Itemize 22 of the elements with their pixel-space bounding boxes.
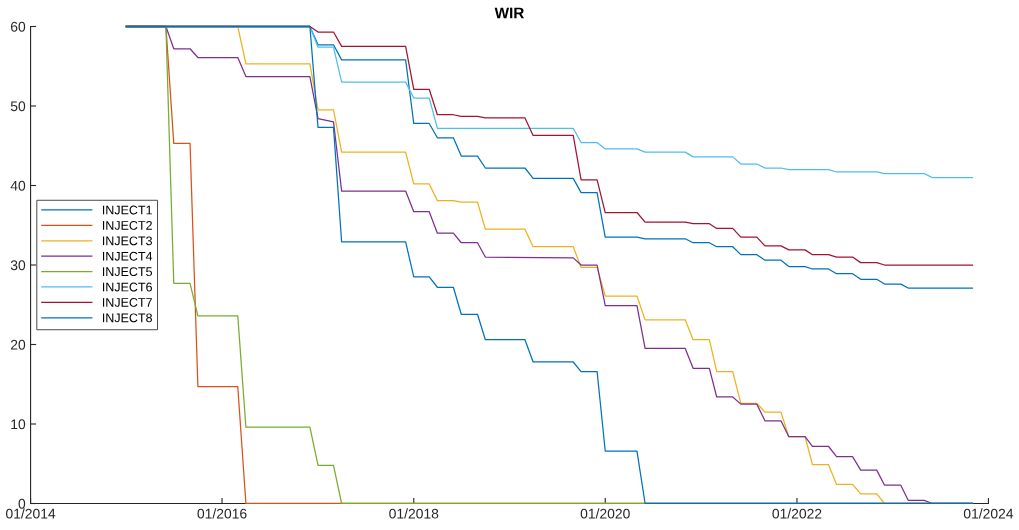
legend-label: INJECT1: [102, 205, 152, 215]
legend-label: INJECT6: [102, 282, 152, 292]
x-tick-label: 01/2020: [580, 508, 630, 519]
y-tick-label: 50: [10, 101, 26, 112]
legend-label: INJECT3: [102, 236, 152, 246]
y-tick-label: 40: [10, 180, 26, 191]
legend-label: INJECT2: [102, 221, 152, 230]
x-tick-label: 01/2016: [197, 508, 247, 519]
y-tick-label: 0: [18, 498, 26, 509]
chart-title: WIR: [494, 7, 525, 19]
x-tick-label: 01/2024: [963, 508, 1014, 519]
legend-label: INJECT8: [102, 313, 152, 323]
x-tick-label: 01/2022: [772, 508, 822, 519]
y-tick-label: 20: [10, 339, 26, 350]
y-tick-label: 10: [11, 419, 26, 430]
x-tick-label: 01/2018: [389, 508, 439, 519]
y-tick-label: 30: [10, 260, 26, 271]
legend-label: INJECT4: [102, 251, 153, 261]
legend-label: INJECT7: [102, 298, 152, 307]
x-tick-label: 01/2014: [6, 508, 56, 519]
legend-label: INJECT5: [102, 267, 152, 277]
y-tick-label: 60: [10, 21, 26, 32]
